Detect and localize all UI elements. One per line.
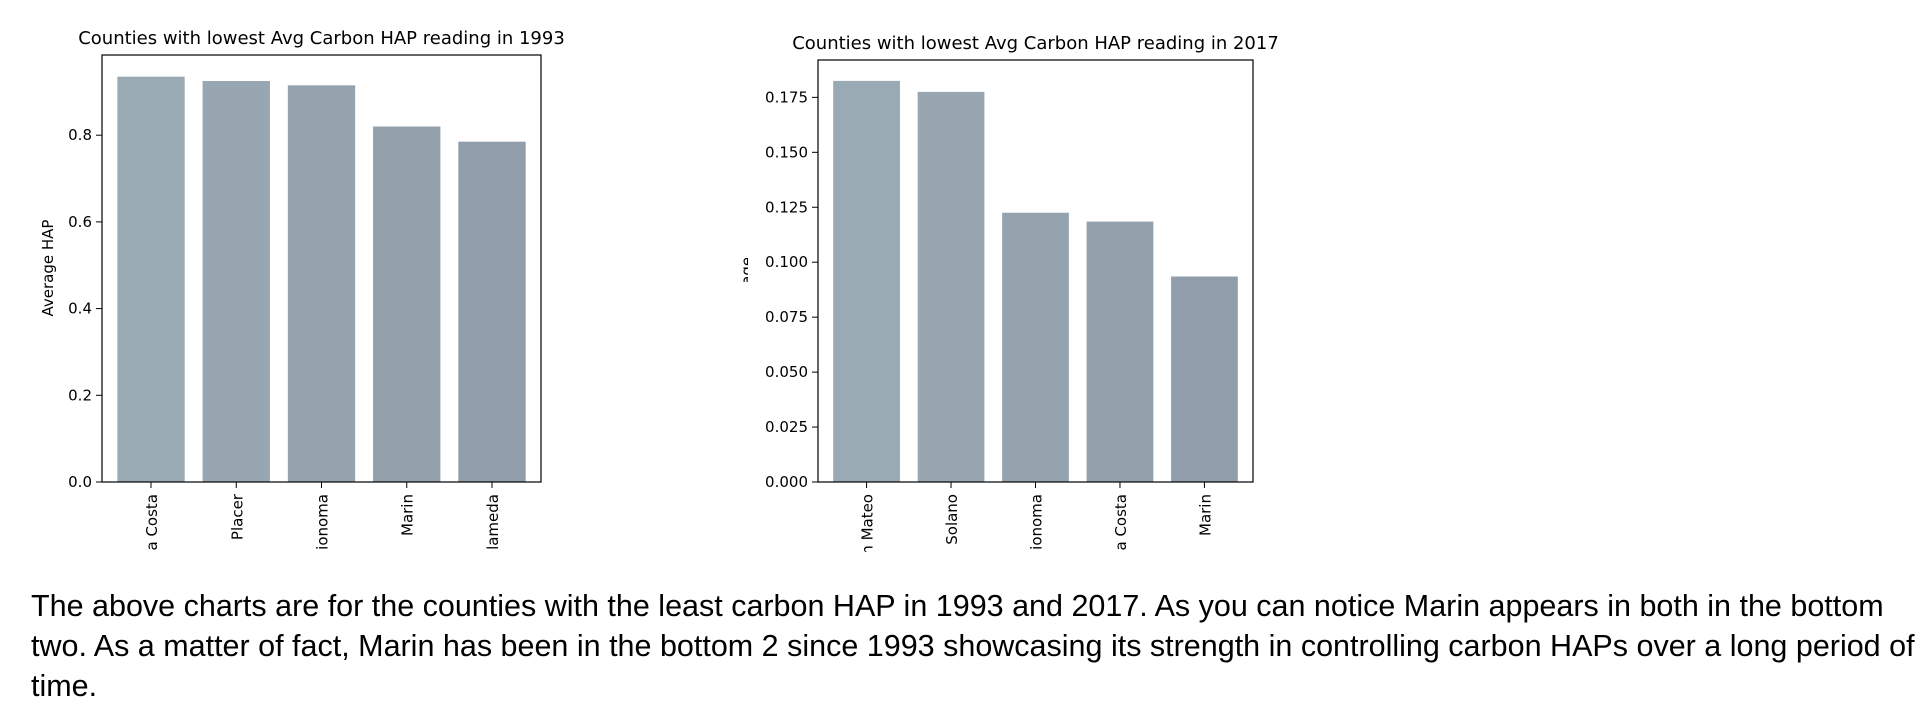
x-tick-label-3: Marin: [399, 494, 417, 536]
bar-0: [117, 76, 185, 483]
y-tick-label-2: 0.4: [68, 300, 92, 318]
chart-1993: Counties with lowest Avg Carbon HAP read…: [0, 0, 620, 574]
bar-chart-1993: Counties with lowest Avg Carbon HAP read…: [39, 28, 565, 551]
x-tick-label-4: lameda: [484, 494, 502, 550]
plot-frame: [101, 54, 542, 483]
y-tick-label-4: 0.8: [68, 126, 92, 144]
bar-1: [202, 81, 270, 482]
y-tick-label-0: 0.000: [765, 473, 808, 491]
bar-2: [287, 85, 356, 482]
chart-title: Counties with lowest Avg Carbon HAP read…: [78, 28, 565, 49]
plot-frame: [817, 59, 1254, 483]
x-tick-label-1: Placer: [228, 493, 246, 540]
bar-chart-2017: Counties with lowest Avg Carbon HAP read…: [738, 33, 1279, 555]
bar-4: [1171, 276, 1238, 482]
x-tick-label-2: ionoma: [314, 494, 332, 550]
x-tick-label-1: Solano: [943, 494, 961, 545]
x-tick-label-4: Marin: [1196, 494, 1214, 536]
y-tick-label-3: 0.6: [68, 213, 92, 231]
x-tick-label-0: a Costa: [143, 494, 161, 551]
y-tick-label-1: 0.2: [68, 386, 92, 404]
y-tick-label-5: 0.125: [765, 198, 808, 216]
y-axis-label: Average HAP: [39, 220, 57, 317]
y-tick-label-1: 0.025: [765, 418, 808, 436]
x-tick-label-2: ionoma: [1028, 494, 1046, 550]
y-tick-label-0: 0.0: [68, 473, 92, 491]
bar-2: [1002, 212, 1069, 483]
x-tick-label-3: a Costa: [1112, 494, 1130, 551]
bar-0: [833, 80, 900, 482]
x-tick-label-0: n Mateo: [859, 494, 877, 555]
y-tick-label-3: 0.075: [765, 308, 808, 326]
y-tick-label-7: 0.175: [765, 88, 808, 106]
bar-4: [458, 141, 526, 482]
y-tick-label-2: 0.050: [765, 363, 808, 381]
caption-text: The above charts are for the counties wi…: [31, 589, 1915, 703]
chart-title: Counties with lowest Avg Carbon HAP read…: [792, 33, 1279, 54]
bar-1: [917, 91, 985, 483]
y-axis-label: Average HAP: [738, 222, 756, 319]
y-tick-label-4: 0.100: [765, 253, 808, 271]
chart-2017: Counties with lowest Avg Carbon HAP read…: [700, 0, 1320, 574]
bar-3: [1086, 221, 1154, 482]
y-tick-label-6: 0.150: [765, 143, 808, 161]
bar-3: [373, 126, 441, 482]
